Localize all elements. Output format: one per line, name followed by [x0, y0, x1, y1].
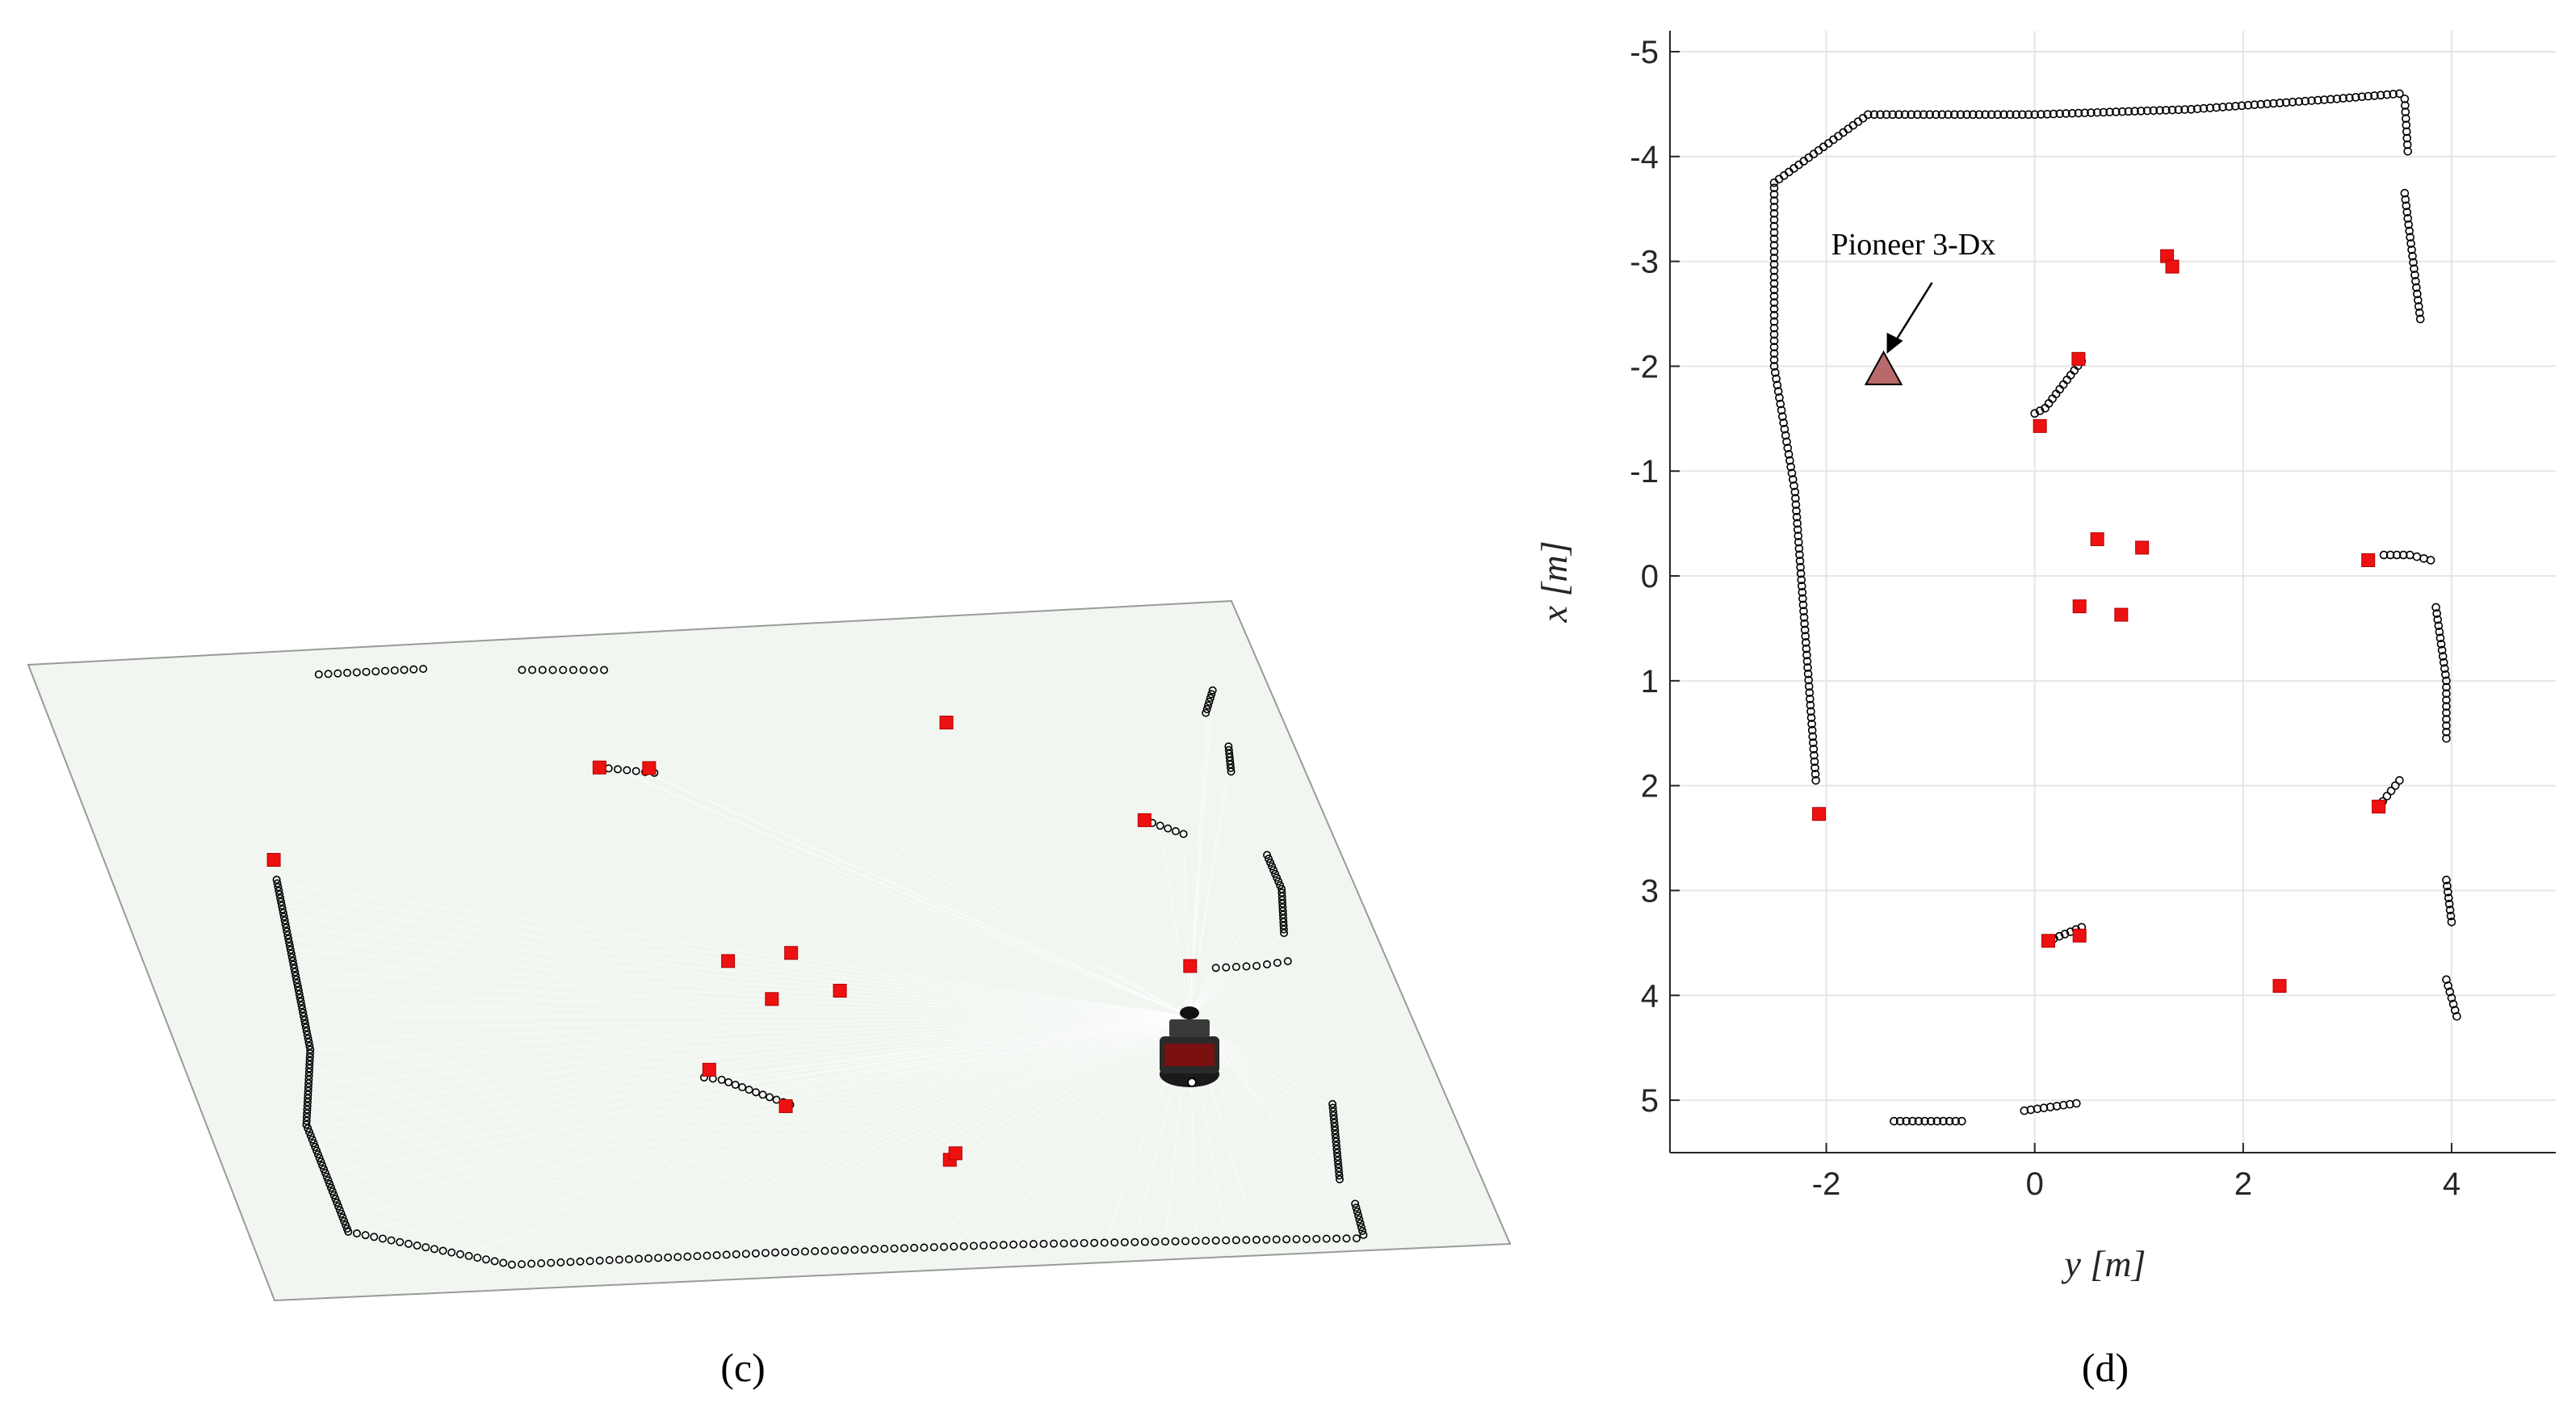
plot-area [1670, 31, 2556, 1153]
y-tick-label: 4 [1641, 978, 1659, 1014]
landmark-marker-3d [785, 947, 798, 960]
y-tick-label: 5 [1641, 1083, 1659, 1119]
landmark-marker-3d [766, 993, 778, 1006]
y-tick-label: -4 [1630, 140, 1659, 175]
landmark-marker-3d [949, 1147, 962, 1160]
y-tick-label: 0 [1641, 559, 1659, 594]
landmark-marker-3d [722, 955, 735, 968]
y-tick-label: -3 [1630, 245, 1659, 280]
landmark-marker-3d [703, 1063, 715, 1076]
landmark-marker-3d [833, 984, 846, 997]
panel-d-chart: -2 0 2 4 -5 -4 -3 -2 -1 0 1 2 3 4 5 Pioneer 3-Dx y [m]… [1534, 0, 2576, 1416]
landmark-marker [2072, 352, 2085, 365]
landmark-marker-3d [779, 1099, 792, 1112]
landmark-marker [2073, 600, 2086, 613]
y-tick-label: -2 [1630, 349, 1659, 384]
landmark-marker-3d [643, 762, 656, 775]
landmark-marker [2041, 935, 2054, 947]
x-tick-label: -2 [1812, 1166, 1841, 1202]
x-tick-label: 2 [2234, 1166, 2252, 1202]
y-tick-label: -5 [1630, 35, 1659, 70]
panel-d-label: (d) [2082, 1345, 2129, 1390]
landmark-marker [2073, 929, 2086, 942]
panel-c: (c) [0, 0, 1534, 1416]
panel-d: -2 0 2 4 -5 -4 -3 -2 -1 0 1 2 3 4 5 Pioneer 3-Dx y [m]… [1534, 0, 2576, 1416]
landmark-marker-3d [593, 761, 606, 774]
robot-annotation-text: Pioneer 3-Dx [1831, 228, 1996, 262]
y-tick-label: 1 [1641, 664, 1659, 699]
y-tick-label: 3 [1641, 873, 1659, 909]
landmark-marker [2091, 533, 2104, 546]
x-tick-label: 4 [2443, 1166, 2461, 1202]
landmark-marker-3d [940, 716, 953, 729]
landmark-marker [1813, 808, 1826, 821]
y-axis-label: x [m] [1534, 541, 1575, 624]
panel-c-svg: (c) [0, 0, 1534, 1416]
landmark-marker [2136, 541, 2149, 554]
y-tick-label: 2 [1641, 769, 1659, 805]
landmark-marker-3d [1138, 813, 1151, 826]
grid [1670, 31, 2556, 1153]
landmark-marker [2273, 980, 2286, 993]
landmark-marker [2373, 800, 2385, 813]
landmark-marker [2033, 419, 2046, 432]
landmark-marker-3d [267, 854, 280, 867]
landmark-marker [2115, 608, 2128, 621]
x-axis-label: y [m] [2062, 1243, 2146, 1284]
x-tick-label: 0 [2026, 1166, 2044, 1202]
floor-plane [28, 601, 1510, 1300]
panel-c-label: (c) [720, 1345, 766, 1390]
landmark-marker [2362, 554, 2375, 567]
landmark-marker-3d [1184, 960, 1197, 973]
y-tick-label: -1 [1630, 454, 1659, 489]
landmark-marker [2166, 260, 2179, 273]
